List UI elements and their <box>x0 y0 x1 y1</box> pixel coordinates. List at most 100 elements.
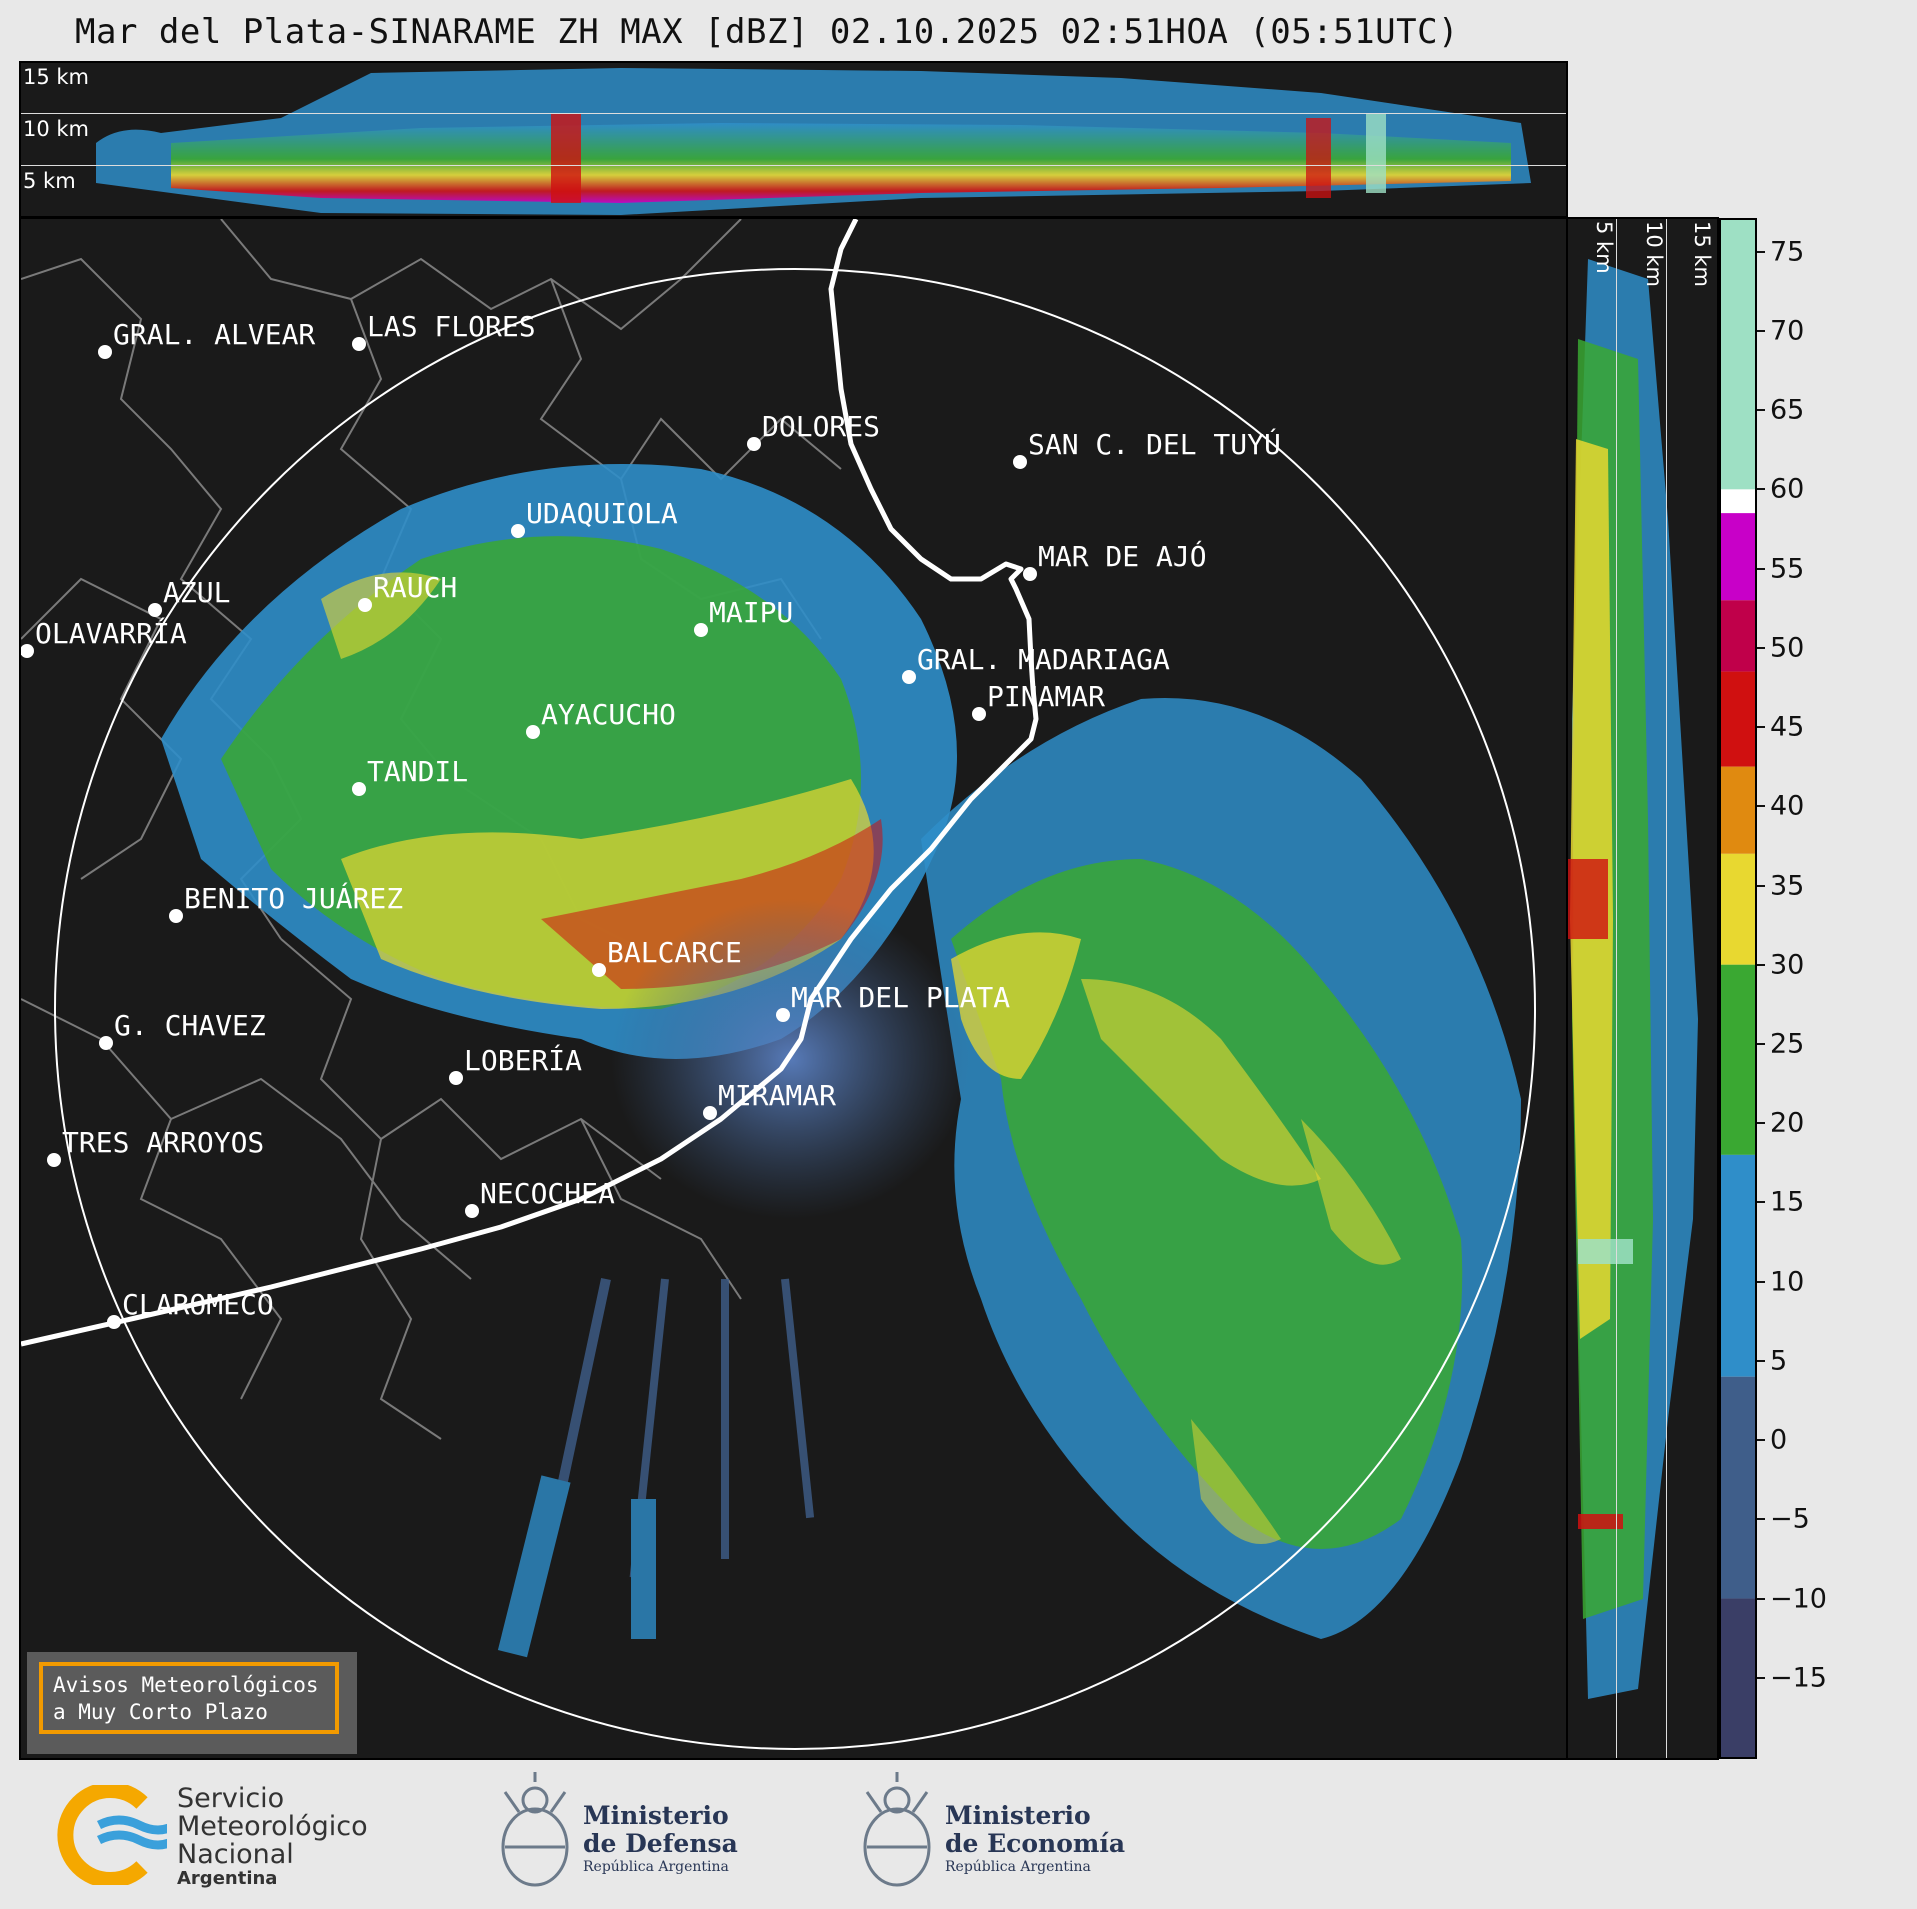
city-dot-miramar <box>703 1106 717 1120</box>
colorbar-tick-label: 45 <box>1770 711 1805 743</box>
colorbar-tick-mark <box>1757 1042 1765 1045</box>
level-line-10km <box>21 113 1566 114</box>
colorbar-segment <box>1721 1376 1755 1599</box>
level-line-10km-vertical <box>1666 219 1667 1758</box>
city-label-maipu: MAIPU <box>709 596 793 629</box>
colorbar-tick-label: 60 <box>1770 473 1805 505</box>
side-cross-section-echoes <box>1568 259 1698 1699</box>
level-line-5km-vertical <box>1616 219 1617 1758</box>
city-dot-udaquiola <box>511 524 525 538</box>
argentina-shield-icon <box>501 1772 569 1887</box>
smn-line-2: Meteorológico <box>177 1811 368 1842</box>
defensa-line-1: Ministerio <box>583 1801 729 1830</box>
radar-map-panel: GRAL. ALVEAR LAS FLORES DOLORES SAN C. D… <box>19 217 1568 1760</box>
notice-box: Avisos Meteorológicos a Muy Corto Plazo <box>27 1652 357 1754</box>
colorbar-segment <box>1721 766 1755 854</box>
side-cross-section-panel: 5 km 10 km 15 km <box>1566 217 1719 1760</box>
colorbar-segment <box>1721 964 1755 1155</box>
colorbar-segment <box>1721 1154 1755 1377</box>
colorbar-tick-label: −10 <box>1770 1583 1827 1615</box>
colorbar-tick-mark <box>1757 646 1765 649</box>
city-dot-ayacucho <box>526 725 540 739</box>
city-dot-olavarria <box>21 644 34 658</box>
city-markers: GRAL. ALVEAR LAS FLORES DOLORES SAN C. D… <box>21 310 1281 1329</box>
colorbar-tick-label: 50 <box>1770 632 1805 664</box>
level-line-5km <box>21 165 1566 166</box>
city-label-g-chavez: G. CHAVEZ <box>114 1009 266 1042</box>
economia-line-2: de Economía <box>945 1829 1126 1858</box>
city-label-san-c-del-tuyu: SAN C. DEL TUYÚ <box>1028 427 1281 461</box>
near-radar-clutter <box>611 899 971 1219</box>
colorbar-tick-label: 0 <box>1770 1424 1788 1456</box>
colorbar-tick-label: −5 <box>1770 1503 1810 1535</box>
level-label-15km-vertical: 15 km <box>1690 221 1714 288</box>
city-dot-mar-del-plata <box>776 1008 790 1022</box>
smn-line-4: Argentina <box>177 1868 278 1889</box>
top-cross-section-panel: 15 km 10 km 5 km <box>19 61 1568 218</box>
smn-line-1: Servicio <box>177 1783 285 1814</box>
top-cross-section-echoes <box>96 68 1531 215</box>
colorbar-tick-mark <box>1757 1201 1765 1204</box>
colorbar-segment <box>1721 853 1755 965</box>
city-label-necochea: NECOCHEA <box>480 1177 615 1210</box>
echoes-east <box>921 698 1521 1639</box>
city-dot-las-flores <box>352 337 366 351</box>
colorbar-tick-label: −15 <box>1770 1662 1827 1694</box>
colorbar-tick-label: 15 <box>1770 1186 1805 1218</box>
smn-logo-text: Servicio Meteorológico Nacional Argentin… <box>177 1785 368 1889</box>
city-dot-tandil <box>352 782 366 796</box>
economia-logo: Ministerio de Economía República Argenti… <box>857 1772 1137 1897</box>
colorbar-tick-label: 55 <box>1770 553 1805 585</box>
notice-frame: Avisos Meteorológicos a Muy Corto Plazo <box>39 1662 339 1734</box>
defensa-logo-text: Ministerio de Defensa República Argentin… <box>583 1802 738 1876</box>
notice-line-1: Avisos Meteorológicos <box>53 1673 319 1697</box>
city-dot-mar-de-ajo <box>1023 567 1037 581</box>
city-label-gral-madariaga: GRAL. MADARIAGA <box>917 643 1170 676</box>
colorbar-tick-mark <box>1757 1359 1765 1362</box>
city-dot-maipu <box>694 623 708 637</box>
city-dot-balcarce <box>592 963 606 977</box>
city-label-mar-de-ajo: MAR DE AJÓ <box>1038 539 1207 573</box>
city-dot-benito-juarez <box>169 909 183 923</box>
city-label-pinamar: PINAMAR <box>987 680 1105 713</box>
colorbar-tick-label: 35 <box>1770 870 1805 901</box>
colorbar-tick-label: 10 <box>1770 1266 1805 1298</box>
city-dot-necochea <box>465 1204 479 1218</box>
city-label-dolores: DOLORES <box>762 410 880 443</box>
city-label-balcarce: BALCARCE <box>607 936 742 969</box>
smn-logo: Servicio Meteorológico Nacional Argentin… <box>57 1785 387 1889</box>
city-dot-gral-madariaga <box>902 670 916 684</box>
chart-title: Mar del Plata-SINARAME ZH MAX [dBZ] 02.1… <box>75 12 1460 52</box>
colorbar-tick-mark <box>1757 250 1765 253</box>
colorbar-tick-label: 20 <box>1770 1107 1805 1139</box>
level-label-5km-vertical: 5 km <box>1592 221 1616 274</box>
city-dot-azul <box>148 603 162 617</box>
level-label-10km-vertical: 10 km <box>1642 221 1666 288</box>
colorbar-segment <box>1721 671 1755 767</box>
city-dot-g-chavez <box>99 1036 113 1050</box>
radar-map-svg: GRAL. ALVEAR LAS FLORES DOLORES SAN C. D… <box>21 219 1536 1750</box>
colorbar-tick-mark <box>1757 1518 1765 1521</box>
economia-line-1: Ministerio <box>945 1801 1091 1830</box>
range-ring <box>54 268 1536 1750</box>
city-label-loberia: LOBERÍA <box>464 1043 582 1077</box>
colorbar-tick-mark <box>1757 1122 1765 1125</box>
city-label-tandil: TANDIL <box>367 755 468 788</box>
economia-line-3: República Argentina <box>945 1859 1091 1875</box>
colorbar-tick-label: 25 <box>1770 1028 1805 1060</box>
colorbar-tick-mark <box>1757 409 1765 412</box>
colorbar-tick-mark <box>1757 1439 1765 1442</box>
city-dot-tres-arroyos <box>47 1153 61 1167</box>
city-label-tres-arroyos: TRES ARROYOS <box>62 1126 264 1159</box>
city-dot-dolores <box>747 437 761 451</box>
colorbar <box>1719 218 1757 1759</box>
defensa-line-2: de Defensa <box>583 1829 738 1858</box>
echoes-south-spokes <box>497 1277 815 1658</box>
colorbar-tick-mark <box>1757 884 1765 887</box>
defensa-logo: Ministerio de Defensa República Argentin… <box>495 1772 755 1897</box>
smn-line-3: Nacional <box>177 1839 294 1870</box>
city-dot-pinamar <box>972 707 986 721</box>
city-label-las-flores: LAS FLORES <box>367 310 536 343</box>
city-label-ayacucho: AYACUCHO <box>541 698 676 731</box>
colorbar-segment <box>1721 513 1755 601</box>
